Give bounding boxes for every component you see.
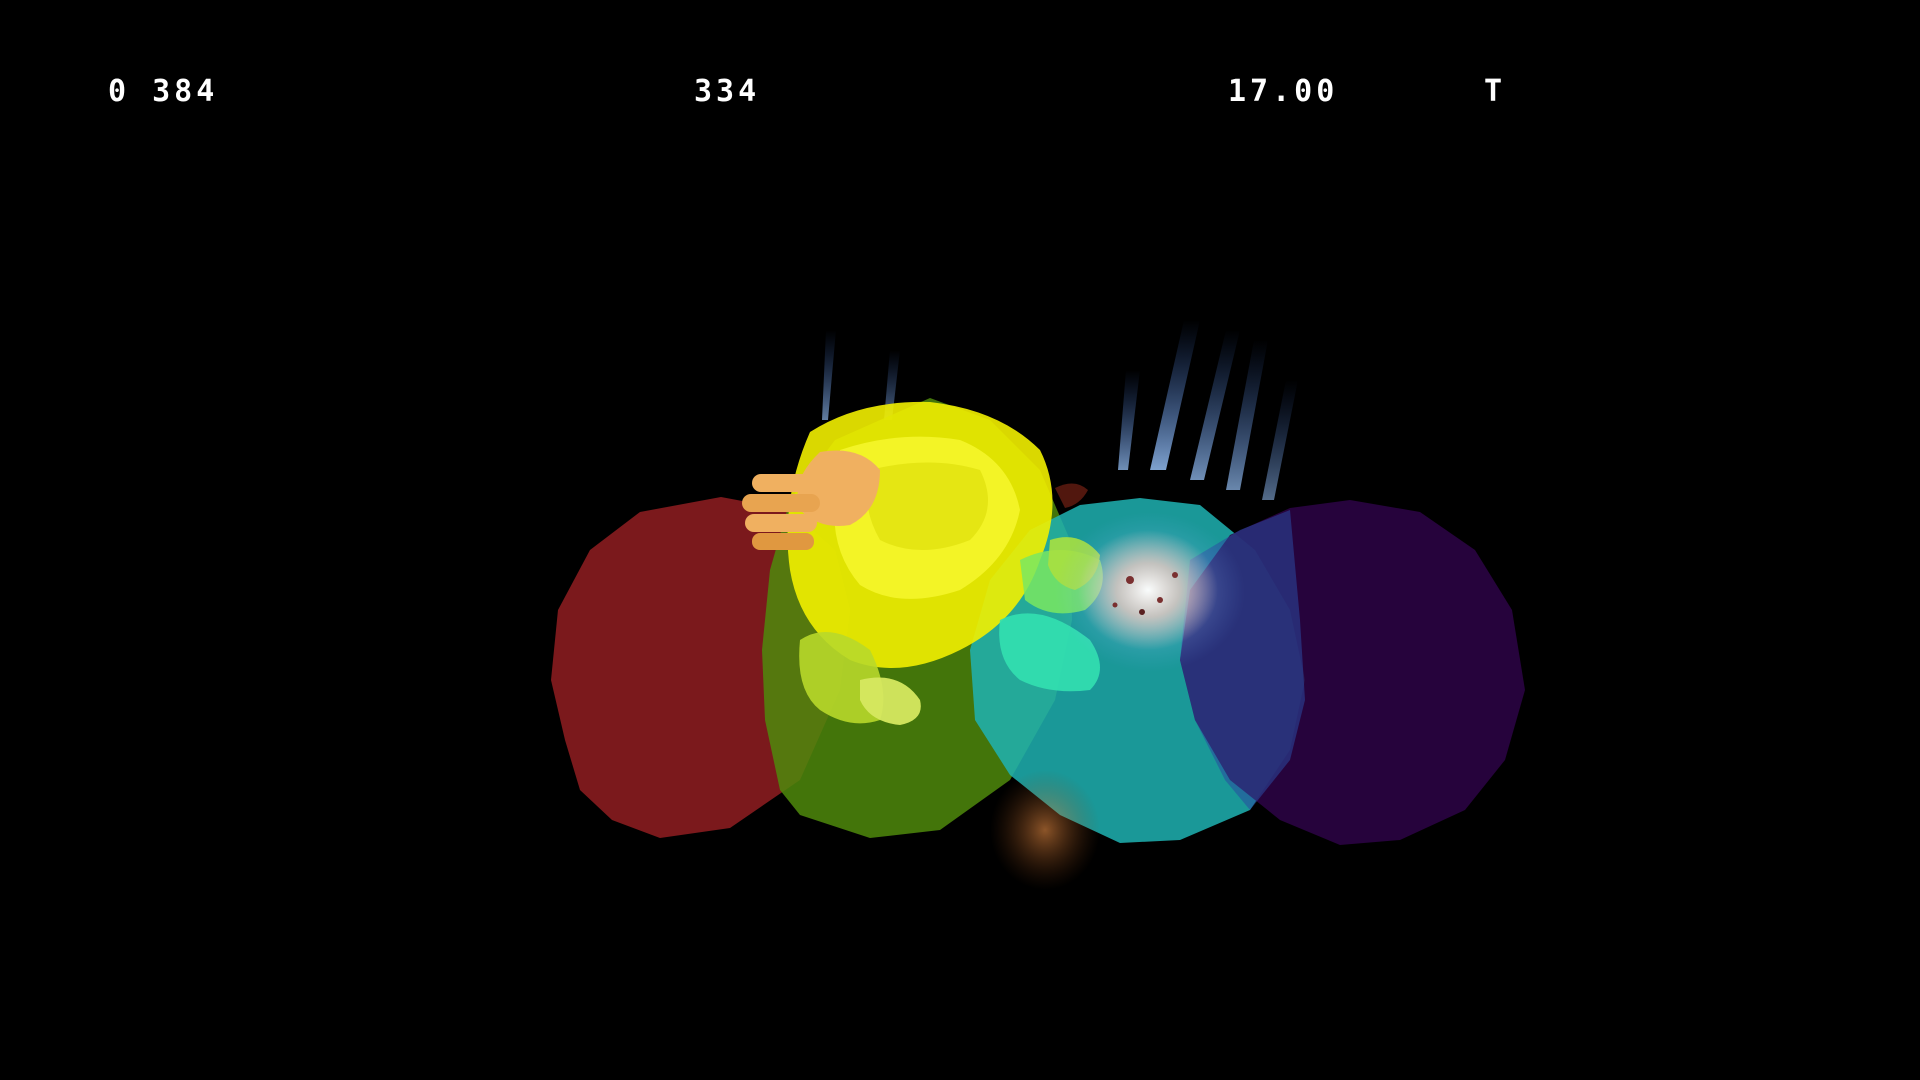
hud-right-marker: T bbox=[1484, 74, 1507, 109]
character-hand bbox=[742, 450, 880, 550]
impact-spark bbox=[1055, 512, 1245, 672]
hud-center-readout: 334 bbox=[694, 74, 761, 109]
hud-timer: 17.00 bbox=[1228, 74, 1339, 109]
energy-streaks bbox=[822, 320, 1298, 500]
hud-left-readout: 0 384 bbox=[108, 74, 219, 109]
